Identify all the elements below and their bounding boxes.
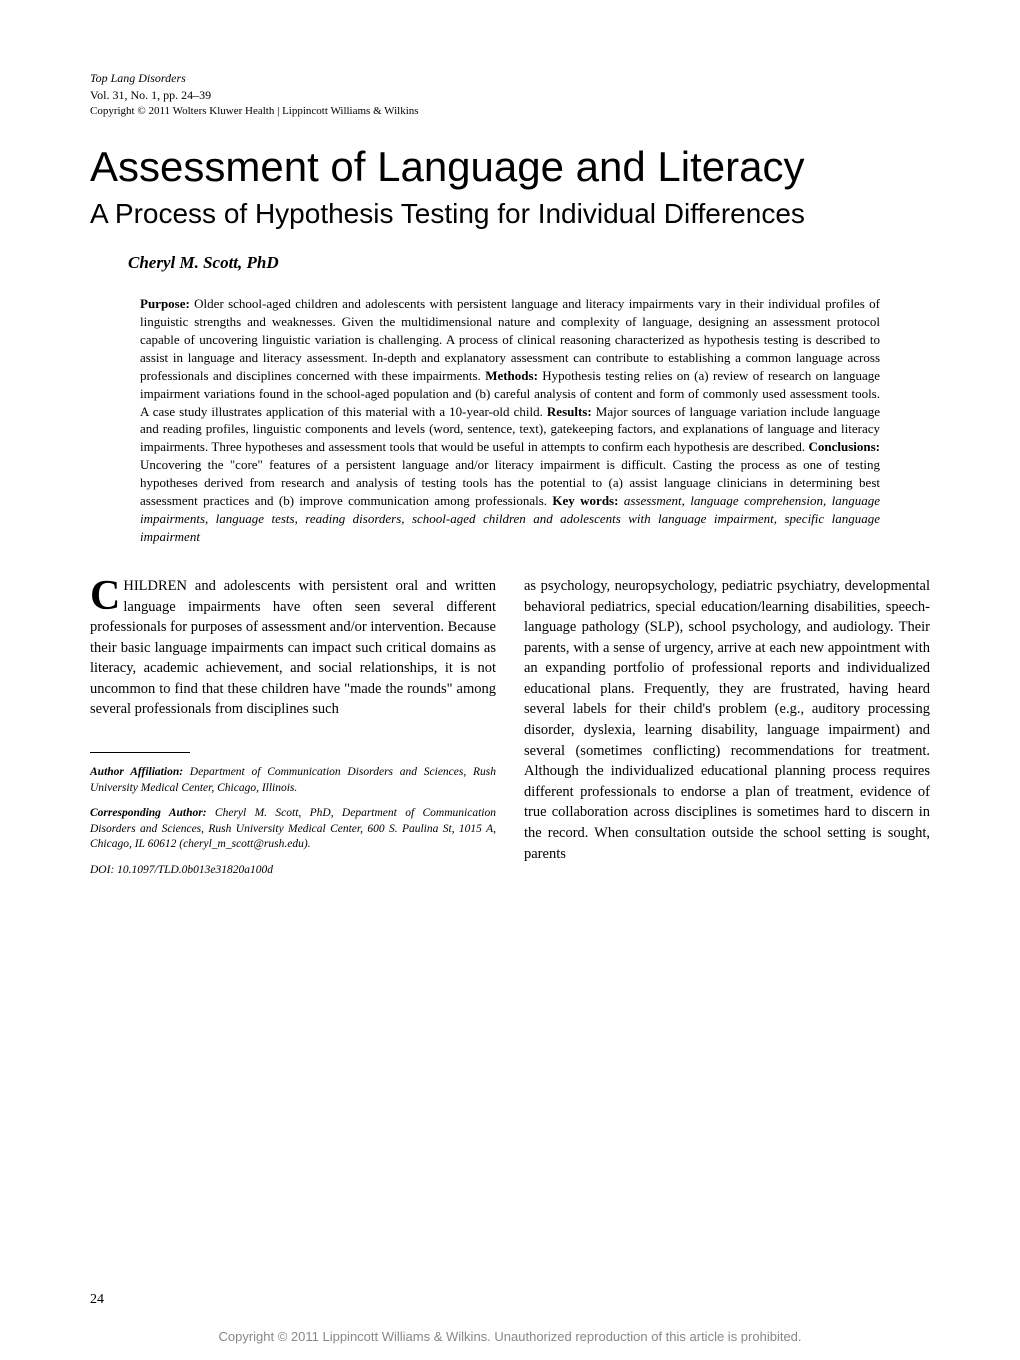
footnote-rule bbox=[90, 752, 190, 753]
col2-text: as psychology, neuropsychology, pediatri… bbox=[524, 576, 930, 864]
corresponding-label: Corresponding Author: bbox=[90, 807, 207, 819]
author-name: Cheryl M. Scott, PhD bbox=[128, 253, 930, 273]
methods-label: Methods: bbox=[485, 368, 538, 383]
keywords-label: Key words: bbox=[552, 493, 618, 508]
corresponding-author: Corresponding Author: Cheryl M. Scott, P… bbox=[90, 806, 496, 853]
purpose-label: Purpose: bbox=[140, 296, 190, 311]
doi: DOI: 10.1097/TLD.0b013e31820a100d bbox=[90, 863, 496, 879]
abstract: Purpose: Older school-aged children and … bbox=[140, 295, 880, 546]
column-left: CHILDREN and adolescents with persistent… bbox=[90, 576, 496, 888]
footer-copyright: Copyright © 2011 Lippincott Williams & W… bbox=[0, 1329, 1020, 1344]
journal-header: Top Lang Disorders Vol. 31, No. 1, pp. 2… bbox=[90, 70, 930, 119]
results-label: Results: bbox=[547, 404, 592, 419]
conclusions-label: Conclusions: bbox=[808, 439, 880, 454]
body-columns: CHILDREN and adolescents with persistent… bbox=[90, 576, 930, 888]
dropcap: C bbox=[90, 576, 123, 615]
journal-name: Top Lang Disorders bbox=[90, 70, 930, 87]
article-subtitle: A Process of Hypothesis Testing for Indi… bbox=[90, 197, 930, 231]
col1-text: HILDREN and adolescents with persistent … bbox=[90, 578, 496, 717]
author-affiliation: Author Affiliation: Department of Commun… bbox=[90, 765, 496, 796]
column-right: as psychology, neuropsychology, pediatri… bbox=[524, 576, 930, 888]
page-number: 24 bbox=[90, 1292, 104, 1308]
volume-info: Vol. 31, No. 1, pp. 24–39 bbox=[90, 87, 930, 104]
body-paragraph-1: CHILDREN and adolescents with persistent… bbox=[90, 576, 496, 720]
article-title: Assessment of Language and Literacy bbox=[90, 143, 930, 191]
header-copyright: Copyright © 2011 Wolters Kluwer Health |… bbox=[90, 104, 930, 119]
affiliation-label: Author Affiliation: bbox=[90, 766, 183, 778]
